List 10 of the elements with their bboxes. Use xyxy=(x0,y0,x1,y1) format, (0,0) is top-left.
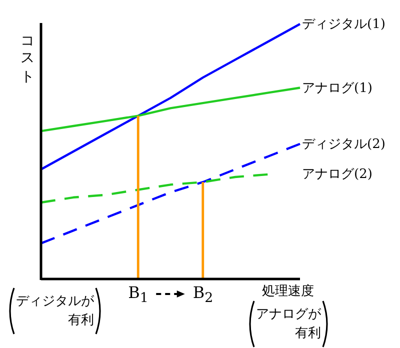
text: ディジタルが有利 xyxy=(15,293,94,330)
y-axis-title: コスト xyxy=(18,28,36,76)
text: アナログ(2) xyxy=(302,166,372,184)
text: アナログが有利 xyxy=(255,306,321,343)
x-axis-title: 処理速度 xyxy=(262,283,314,300)
x-tick-label: B$_{2}$ xyxy=(192,283,214,306)
x-tick-label: B$_{1}$ xyxy=(128,283,148,306)
series-label: アナログ(1) xyxy=(302,80,372,97)
series-label: ディジタル(1) xyxy=(302,16,386,33)
series-label: ディジタル(2) xyxy=(302,136,386,153)
